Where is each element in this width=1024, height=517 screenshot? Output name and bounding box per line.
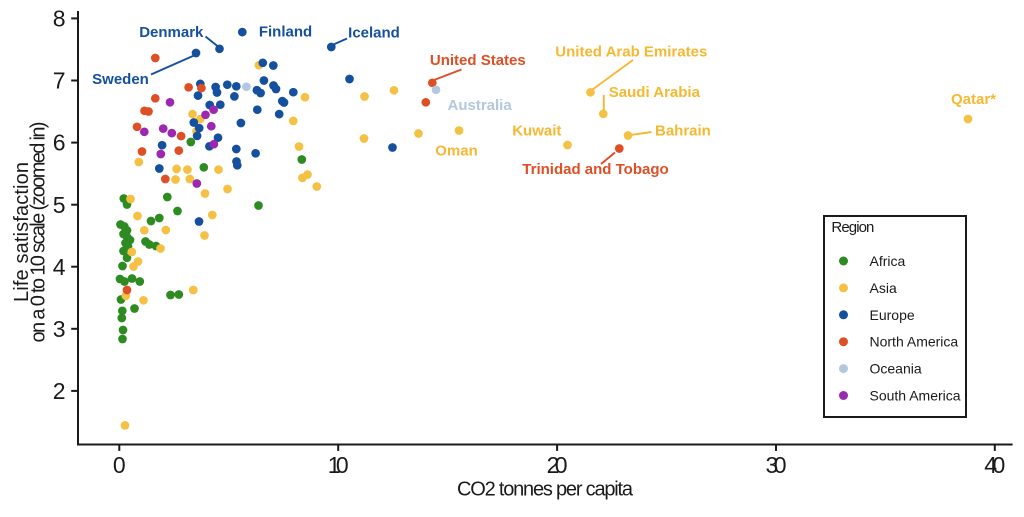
svg-text:United States: United States bbox=[430, 52, 526, 69]
svg-text:0: 0 bbox=[113, 452, 126, 478]
svg-text:Africa: Africa bbox=[870, 253, 906, 269]
svg-text:3: 3 bbox=[53, 316, 66, 342]
svg-text:North America: North America bbox=[870, 334, 959, 350]
svg-text:Oman: Oman bbox=[435, 143, 478, 160]
svg-text:Oceania: Oceania bbox=[870, 361, 922, 377]
svg-text:Qatar*: Qatar* bbox=[951, 91, 996, 108]
svg-text:CO2 tonnes per capita: CO2 tonnes per capita bbox=[457, 479, 634, 501]
svg-text:Finland: Finland bbox=[259, 23, 312, 40]
svg-text:Denmark: Denmark bbox=[139, 24, 204, 41]
svg-text:5: 5 bbox=[53, 192, 66, 218]
svg-text:Region: Region bbox=[831, 219, 874, 236]
svg-text:30: 30 bbox=[766, 452, 787, 478]
svg-text:Iceland: Iceland bbox=[348, 25, 400, 42]
svg-text:7: 7 bbox=[53, 68, 66, 94]
svg-text:Bahrain: Bahrain bbox=[655, 123, 711, 140]
svg-text:Trinidad and Tobago: Trinidad and Tobago bbox=[522, 161, 668, 178]
svg-text:Asia: Asia bbox=[870, 280, 897, 296]
svg-text:Europe: Europe bbox=[870, 307, 915, 323]
svg-text:Life satisfaction: Life satisfaction bbox=[11, 162, 33, 302]
svg-text:10: 10 bbox=[328, 452, 349, 478]
svg-text:Kuwait: Kuwait bbox=[512, 123, 561, 140]
svg-text:Australia: Australia bbox=[447, 97, 512, 114]
svg-text:8: 8 bbox=[53, 6, 66, 32]
svg-text:Saudi Arabia: Saudi Arabia bbox=[609, 84, 701, 101]
svg-text:40: 40 bbox=[984, 452, 1005, 478]
svg-text:United Arab Emirates: United Arab Emirates bbox=[555, 44, 707, 61]
svg-text:6: 6 bbox=[53, 130, 66, 156]
svg-text:20: 20 bbox=[547, 452, 568, 478]
svg-text:4: 4 bbox=[53, 254, 66, 280]
svg-text:2: 2 bbox=[53, 378, 66, 404]
svg-text:South America: South America bbox=[870, 388, 961, 404]
svg-text:Sweden: Sweden bbox=[92, 71, 149, 88]
svg-text:on a 0 to 10 scale (zoomed in): on a 0 to 10 scale (zoomed in) bbox=[28, 121, 50, 342]
